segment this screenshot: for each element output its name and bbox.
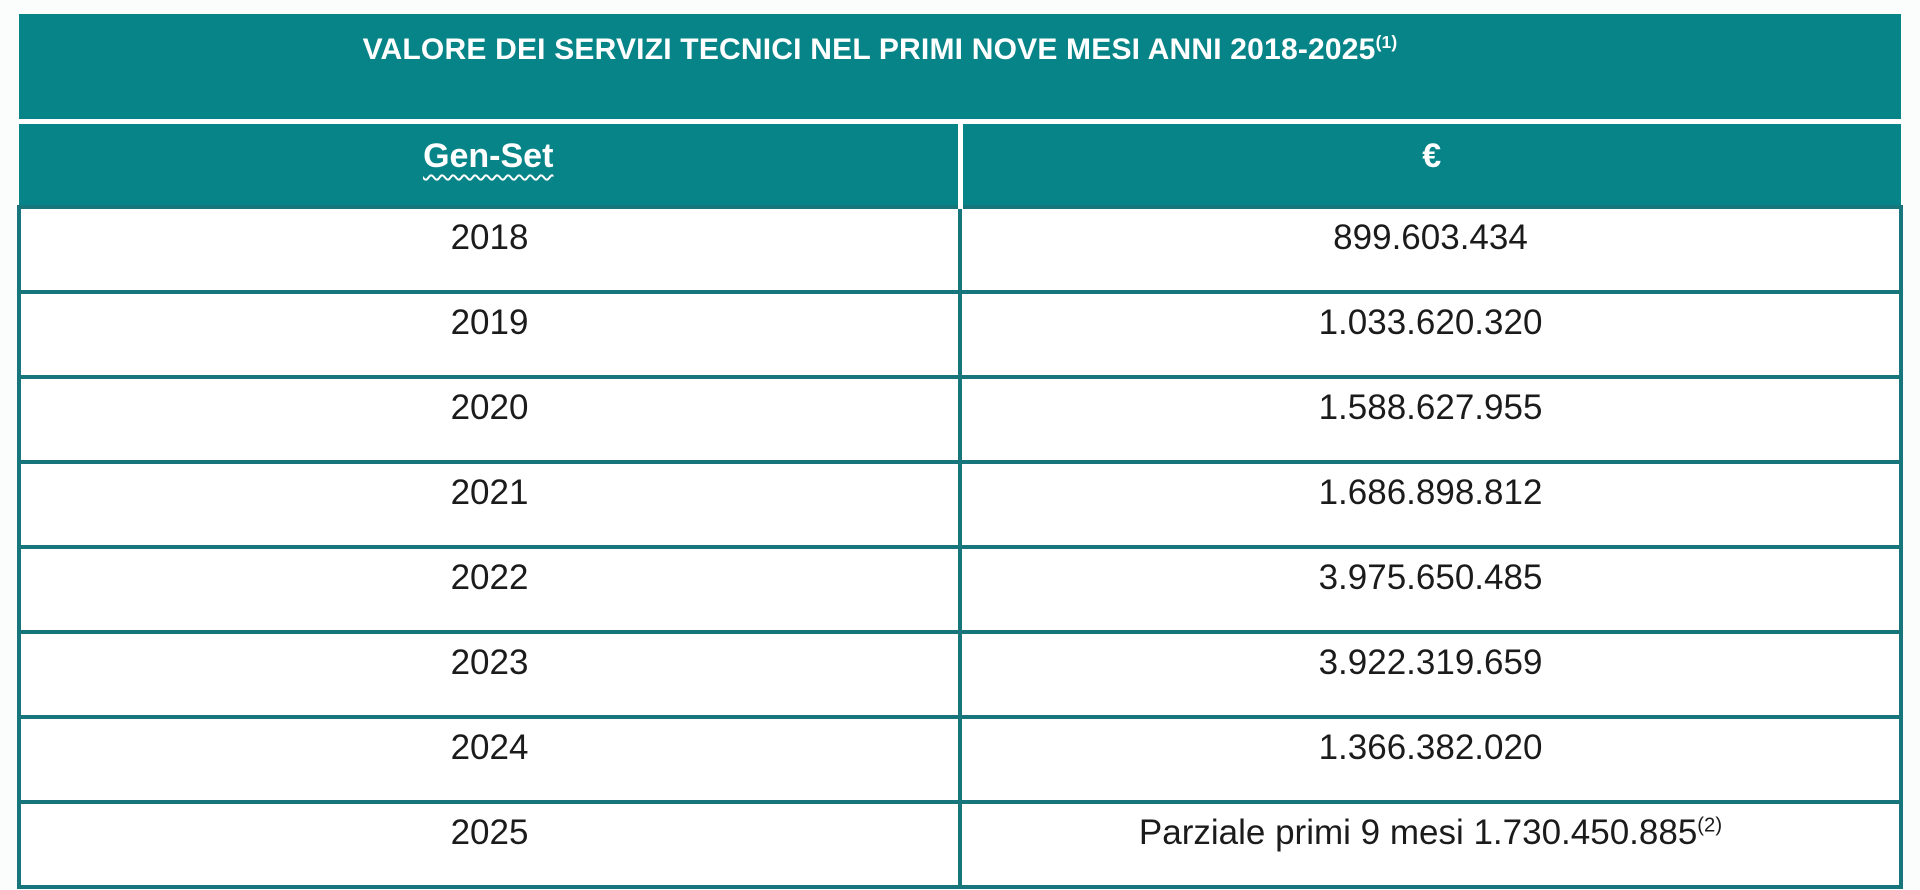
value-text: 899.603.434	[1333, 217, 1528, 257]
table-title: VALORE DEI SERVIZI TECNICI NEL PRIMI NOV…	[19, 14, 1901, 124]
value-text: Parziale primi 9 mesi 1.730.450.885	[1138, 812, 1698, 852]
table-title-text: VALORE DEI SERVIZI TECNICI NEL PRIMI NOV…	[362, 33, 1376, 66]
value-cell: 3.922.319.659	[958, 629, 1903, 719]
value-cell: 1.033.620.320	[958, 289, 1903, 379]
table-row: 2019 1.033.620.320	[17, 289, 1903, 379]
year-cell: 2018	[17, 204, 962, 294]
value-text: 1.686.898.812	[1318, 472, 1543, 512]
table-row: 2020 1.588.627.955	[17, 374, 1903, 464]
table-row: 2022 3.975.650.485	[17, 544, 1903, 634]
table-row: 2024 1.366.382.020	[17, 714, 1903, 804]
title-footnote-marker: (1)	[1375, 32, 1398, 52]
value-cell: 1.588.627.955	[958, 374, 1903, 464]
value-cell: 1.366.382.020	[958, 714, 1903, 804]
year-cell: 2022	[17, 544, 962, 634]
table-row: 2025 Parziale primi 9 mesi 1.730.450.885…	[17, 799, 1903, 889]
year-cell: 2023	[17, 629, 962, 719]
table-row: 2021 1.686.898.812	[17, 459, 1903, 549]
column-header-gen-set: Gen-Set	[19, 121, 963, 207]
year-cell: 2024	[17, 714, 962, 804]
value-text: 1.366.382.020	[1318, 727, 1543, 767]
value-cell: 899.603.434	[958, 204, 1903, 294]
services-value-table: VALORE DEI SERVIZI TECNICI NEL PRIMI NOV…	[17, 14, 1903, 889]
value-text: 3.922.319.659	[1318, 642, 1543, 682]
value-text: 1.588.627.955	[1318, 387, 1543, 427]
value-text: 3.975.650.485	[1318, 557, 1543, 597]
year-cell: 2020	[17, 374, 962, 464]
year-cell: 2021	[17, 459, 962, 549]
table-body: 2018 899.603.434 2019 1.033.620.320 2020…	[17, 204, 1903, 889]
gen-set-label: Gen-Set	[423, 137, 554, 175]
services-table-container: VALORE DEI SERVIZI TECNICI NEL PRIMI NOV…	[17, 14, 1903, 889]
value-cell: 1.686.898.812	[958, 459, 1903, 549]
value-cell: Parziale primi 9 mesi 1.730.450.885(2)	[958, 799, 1903, 889]
column-header-euro: €	[960, 121, 1901, 207]
column-header-row: Gen-Set €	[19, 121, 1901, 207]
title-row: VALORE DEI SERVIZI TECNICI NEL PRIMI NOV…	[19, 14, 1901, 124]
year-cell: 2019	[17, 289, 962, 379]
value-cell: 3.975.650.485	[958, 544, 1903, 634]
table-row: 2023 3.922.319.659	[17, 629, 1903, 719]
table-head: VALORE DEI SERVIZI TECNICI NEL PRIMI NOV…	[19, 14, 1901, 207]
value-footnote-marker: (2)	[1697, 813, 1723, 836]
year-cell: 2025	[17, 799, 962, 889]
table-row: 2018 899.603.434	[17, 204, 1903, 294]
value-text: 1.033.620.320	[1318, 302, 1543, 342]
